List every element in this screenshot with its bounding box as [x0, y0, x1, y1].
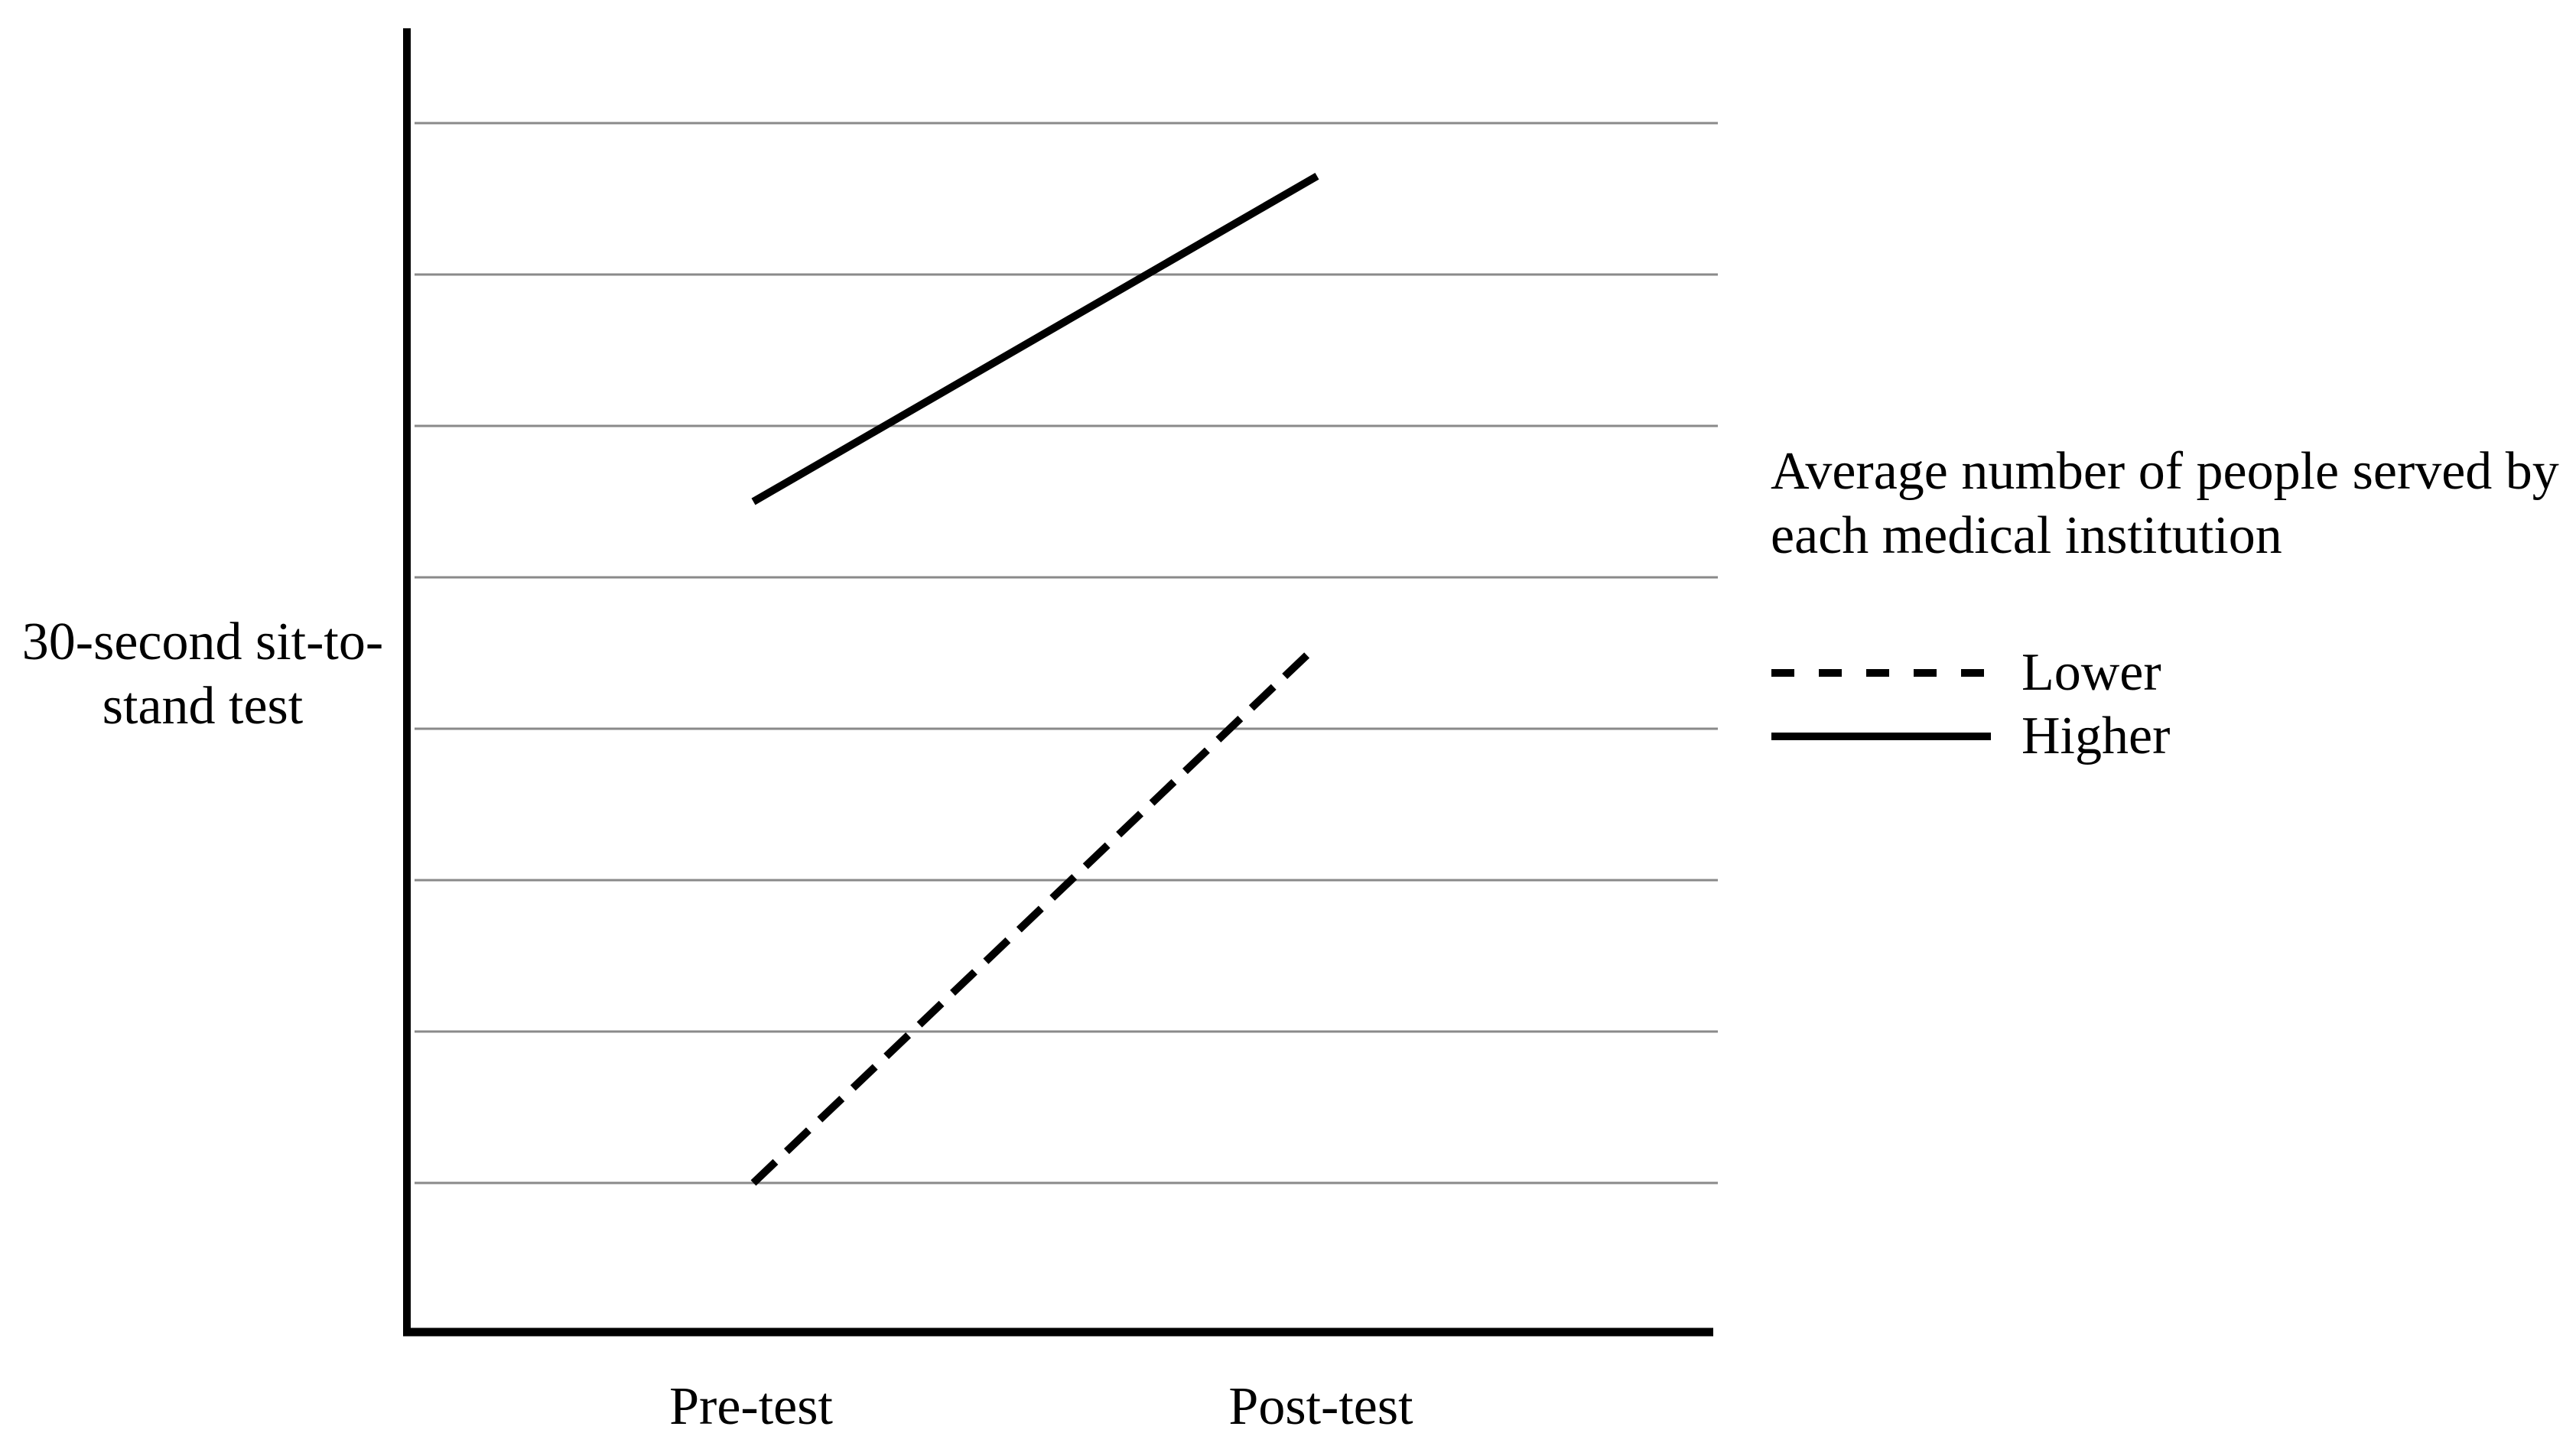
legend-title: Average number of people served by each … [1771, 440, 2559, 568]
series-group [750, 172, 1320, 1186]
legend-title-line2: each medical institution [1771, 506, 2282, 565]
solid-line-swatch [1771, 733, 1991, 740]
x-tick-pre-test: Pre-test [669, 1377, 833, 1436]
legend-label-higher: Higher [2021, 707, 2171, 765]
lower-series-line [750, 642, 1320, 1186]
y-axis-title-line1: 30-second sit-to- [21, 613, 384, 671]
dashed-line-swatch [1771, 669, 1991, 677]
higher-series-line [751, 172, 1319, 505]
x-tick-post-test: Post-test [1228, 1377, 1413, 1436]
legend-item-lower: Lower [1771, 641, 2161, 705]
y-axis-title: 30-second sit-to- stand test [0, 610, 405, 739]
legend-label-lower: Lower [2021, 643, 2161, 702]
y-axis-title-line2: stand test [102, 677, 304, 736]
legend-item-higher: Higher [1771, 704, 2170, 768]
legend-title-line1: Average number of people served by [1771, 442, 2559, 501]
gridlines-group [415, 122, 1718, 1184]
